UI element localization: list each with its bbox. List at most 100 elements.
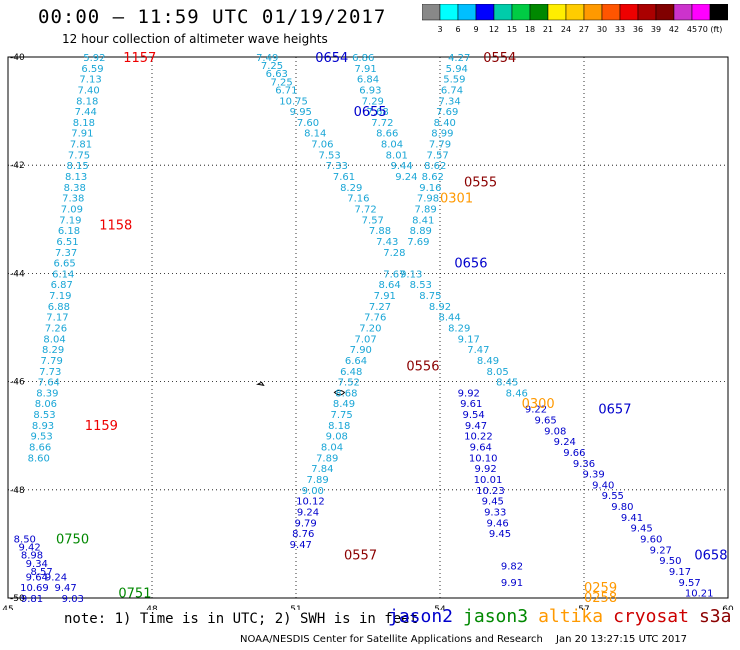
swh-value: 9.13: [400, 269, 422, 280]
swh-value: 9.45: [482, 497, 504, 508]
swh-value: 7.72: [354, 204, 376, 215]
colorbar-label: 30: [597, 25, 607, 34]
swh-value: 5.94: [446, 64, 468, 75]
x-tick-label: 45: [2, 605, 13, 610]
swh-value: 7.91: [354, 64, 376, 75]
swh-value: 7.33: [326, 161, 348, 172]
colorbar-label: 18: [525, 25, 535, 34]
swh-value: 9.54: [462, 410, 484, 421]
swh-value: 7.27: [369, 302, 391, 313]
swh-value: 7.75: [68, 150, 90, 161]
swh-value: 8.66: [376, 129, 398, 140]
swh-value: 6.14: [52, 269, 74, 280]
swh-value: 7.68: [366, 107, 388, 118]
swh-value: 9.24: [554, 437, 576, 448]
swh-value: 6.87: [51, 280, 73, 291]
swh-value: 6.18: [58, 226, 80, 237]
colorbar-swatch: [709, 4, 728, 21]
pass-time-label: 1157: [123, 51, 156, 66]
swh-value: 7.91: [374, 291, 396, 302]
swh-value: 6.59: [81, 64, 103, 75]
y-tick-label: -42: [10, 161, 25, 171]
y-tick-label: -50: [10, 594, 25, 604]
swh-value: 8.62: [424, 161, 446, 172]
swh-value: 9.24: [45, 572, 67, 583]
swh-value: 9.46: [486, 518, 508, 529]
plot-area: 45 48 51 54 57 60-40-42-44-46-48-505.926.597.…: [2, 51, 734, 610]
swh-value: 7.25: [261, 61, 283, 72]
swh-value: 9.24: [297, 507, 319, 518]
swh-value: 9.79: [294, 518, 316, 529]
swh-value: 8.18: [328, 421, 350, 432]
swh-value: 8.64: [378, 280, 400, 291]
swh-value: 7.90: [350, 345, 372, 356]
pass-time-label: 0750: [56, 532, 89, 547]
colorbar-label: 15: [507, 25, 517, 34]
x-tick-label: 57: [578, 605, 589, 610]
swh-value: 8.75: [419, 291, 441, 302]
swh-value: 9.61: [460, 399, 482, 410]
swh-value: 7.89: [306, 475, 328, 486]
legend-item-cryosat: cryosat: [613, 606, 689, 627]
swh-value: 9.00: [302, 486, 324, 497]
swh-value: 7.19: [59, 215, 81, 226]
colorbar-label: 21: [543, 25, 553, 34]
swh-value: 7.98: [417, 194, 439, 205]
swh-value: 9.08: [326, 432, 348, 443]
swh-value: 5.59: [443, 75, 465, 86]
swh-value: 8.04: [321, 443, 343, 454]
pass-time-label: 0555: [464, 175, 497, 190]
swh-value: 7.06: [311, 140, 333, 151]
pass-time-label: 0556: [406, 359, 439, 374]
swh-value: 8.01: [386, 150, 408, 161]
y-tick-label: -46: [10, 378, 25, 388]
swh-value: 7.73: [39, 367, 61, 378]
swh-value: 9.47: [290, 540, 312, 551]
swh-value: 7.19: [49, 291, 71, 302]
swh-value: 7.75: [330, 410, 352, 421]
swh-value: 9.65: [534, 415, 556, 426]
swh-value: 8.66: [29, 443, 51, 454]
swh-value: 9.36: [573, 459, 595, 470]
swh-value: 9.55: [602, 491, 624, 502]
swh-value: 7.29: [362, 96, 384, 107]
swh-value: 7.79: [429, 140, 451, 151]
swh-value: 8.04: [43, 334, 65, 345]
y-tick-label: -44: [10, 269, 25, 279]
swh-value: 8.45: [496, 378, 518, 389]
swh-value: 9.44: [390, 161, 412, 172]
swh-value: 7.79: [41, 356, 63, 367]
swh-value: 7.43: [376, 237, 398, 248]
swh-value: 7.88: [369, 226, 391, 237]
colorbar-label: 45: [687, 25, 697, 34]
x-tick-label: 60: [722, 605, 734, 610]
credit-text: NOAA/NESDIS Center for Satellite Applica…: [240, 634, 543, 645]
swh-value: 8.57: [30, 567, 52, 578]
swh-value: 6.93: [359, 85, 381, 96]
colorbar-label: 12: [489, 25, 499, 34]
swh-value: 7.53: [318, 150, 340, 161]
swh-value: 9.60: [640, 534, 662, 545]
swh-value: 7.89: [316, 453, 338, 464]
swh-value: 8.98: [21, 551, 43, 562]
swh-value: 7.64: [38, 378, 60, 389]
colorbar: 3 6 9 12 15 18 21 24 27 30 33 36 39 42 45 70 (ft): [422, 4, 728, 34]
swh-value: 7.52: [338, 378, 360, 389]
swh-value: 9.17: [669, 567, 691, 578]
swh-value: 7.20: [359, 324, 381, 335]
swh-value: 6.86: [352, 53, 374, 64]
swh-value: 9.40: [592, 480, 614, 491]
pass-time-label: 0300: [522, 397, 555, 412]
pass-time-label: 0656: [454, 257, 487, 272]
pass-time-label: 1158: [99, 219, 132, 234]
chart-title: 00:00 — 11:59 UTC 01/19/2017: [38, 6, 387, 28]
pass-time-label: 0259: [584, 581, 617, 596]
pass-time-label: 1159: [85, 419, 118, 434]
swh-value: 7.40: [78, 85, 100, 96]
swh-value: 9.57: [678, 578, 700, 589]
swh-value: 9.81: [21, 594, 43, 605]
swh-value: 9.34: [26, 559, 48, 570]
swh-value: 10.75: [279, 96, 308, 107]
swh-value: 8.93: [32, 421, 54, 432]
swh-value: 8.06: [35, 399, 57, 410]
